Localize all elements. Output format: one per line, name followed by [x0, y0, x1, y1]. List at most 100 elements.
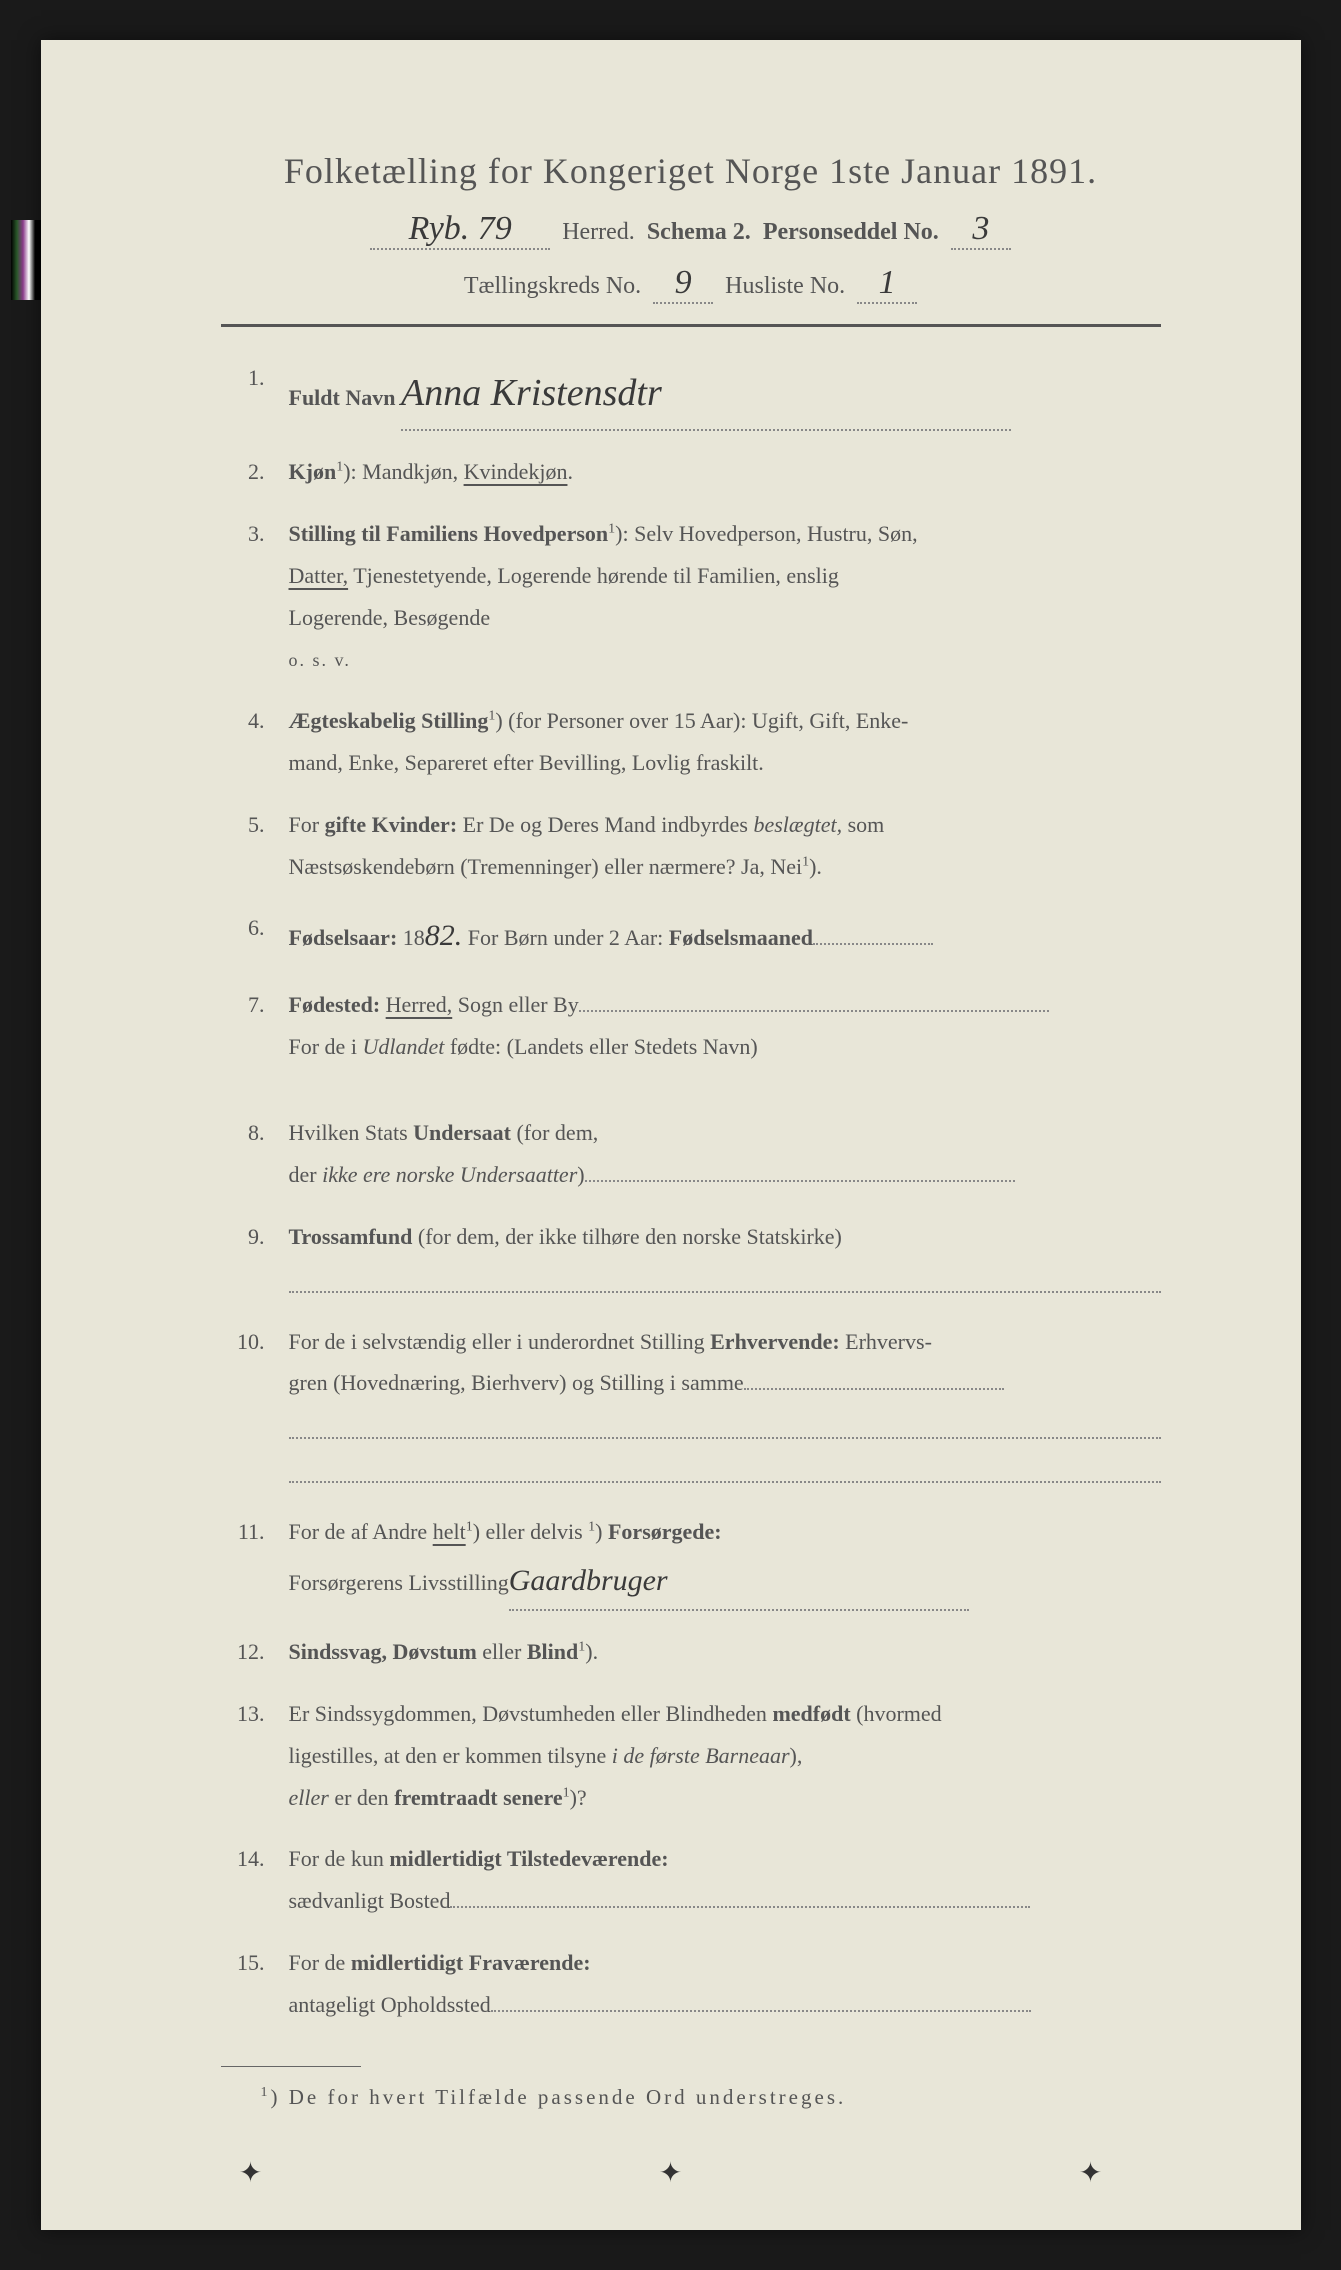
item-num: 9. — [221, 1216, 265, 1301]
item-content: For de midlertidigt Fraværende: antageli… — [289, 1942, 1161, 2026]
dotted — [579, 1010, 1049, 1012]
item-2: 2. Kjøn1): Mandkjøn, Kvindekjøn. — [221, 451, 1161, 493]
name-handwritten: Anna Kristensdtr — [401, 372, 662, 414]
text: Næstsøskendebørn (Tremenninger) eller næ… — [289, 854, 803, 879]
dotted — [585, 1180, 1015, 1182]
item-num: 5. — [221, 804, 265, 888]
item-num: 10. — [221, 1321, 265, 1491]
text: er den — [329, 1785, 394, 1810]
field-label: Stilling til Familiens Hovedperson — [289, 521, 609, 546]
text: Logerende, Besøgende — [289, 605, 491, 630]
item-content: Trossamfund (for dem, der ikke tilhøre d… — [289, 1216, 1161, 1301]
text: For de i selvstændig eller i underordnet… — [289, 1329, 711, 1354]
year-hw: 82. — [425, 919, 463, 952]
item-content: Er Sindssygdommen, Døvstumheden eller Bl… — [289, 1693, 1161, 1818]
header-row-1: Ryb. 79 Herred. Schema 2. Personseddel N… — [221, 210, 1161, 250]
text: Tjenestetyende, Logerende hørende til Fa… — [348, 563, 839, 588]
field-label: gifte Kvinder: — [325, 812, 458, 837]
item-content: Ægteskabelig Stilling1) (for Personer ov… — [289, 700, 1161, 784]
text: ) — [595, 1519, 608, 1544]
text: antageligt Opholdssted — [289, 1992, 491, 2017]
item-15: 15. For de midlertidigt Fraværende: anta… — [221, 1942, 1161, 2026]
item-content: Kjøn1): Mandkjøn, Kvindekjøn. — [289, 451, 1161, 493]
field-label: medfødt — [772, 1701, 850, 1726]
item-content: Fuldt Navn Anna Kristensdtr — [289, 357, 1161, 431]
taellingskreds-label: Tællingskreds No. — [464, 273, 641, 300]
text: ): Mandkjøn, — [343, 459, 463, 484]
italic: eller — [289, 1785, 329, 1810]
text: For Børn under 2 Aar: — [462, 925, 669, 950]
divider-rule — [221, 324, 1161, 327]
text: Sogn eller By — [452, 992, 579, 1017]
item-content: Fødselsaar: 1882. For Børn under 2 Aar: … — [289, 907, 1161, 964]
pin-icon: ✦ — [1079, 2156, 1102, 2190]
text: )? — [570, 1785, 587, 1810]
item-num: 2. — [221, 451, 265, 493]
text: (for dem, — [511, 1120, 598, 1145]
text: For de i — [289, 1034, 363, 1059]
footnote-rule — [221, 2066, 361, 2067]
herred-handwritten: Ryb. 79 — [370, 210, 550, 250]
personseddel-label: Personseddel No. — [763, 219, 939, 246]
field-label: midlertidigt Tilstedeværende: — [389, 1846, 668, 1871]
item-num: 14. — [221, 1838, 265, 1922]
field-label: fremtraadt senere — [394, 1785, 562, 1810]
text: For de — [289, 1950, 351, 1975]
dotted-line — [289, 1257, 1161, 1292]
osv: o. s. v. — [289, 650, 351, 670]
husliste-label: Husliste No. — [725, 273, 845, 300]
text: Erhvervs- — [840, 1329, 932, 1354]
item-content: For gifte Kvinder: Er De og Deres Mand i… — [289, 804, 1161, 888]
item-num: 11. — [221, 1511, 265, 1612]
field-label: Kjøn — [289, 459, 337, 484]
taellingskreds-hw: 9 — [653, 264, 713, 304]
dotted — [491, 2010, 1031, 2012]
italic: Udlandet — [362, 1034, 444, 1059]
pin-icon: ✦ — [239, 2156, 262, 2190]
text: (for dem, der ikke tilhøre den norske St… — [412, 1224, 841, 1249]
field-label: midlertidigt Fraværende: — [351, 1950, 591, 1975]
herred-label: Herred. — [562, 219, 635, 246]
footnote-text: ) De for hvert Tilfælde passende Ord und… — [271, 2085, 847, 2109]
scan-artifact — [11, 220, 41, 300]
italic: ikke ere norske Undersaatter — [322, 1162, 577, 1187]
item-1: 1. Fuldt Navn Anna Kristensdtr — [221, 357, 1161, 431]
text: der — [289, 1162, 323, 1187]
field-label: Fødselsmaaned — [669, 925, 813, 950]
text: gren (Hovednæring, Bierhverv) og Stillin… — [289, 1370, 744, 1395]
text: ). — [809, 854, 822, 879]
kvindekjon-underlined: Kvindekjøn — [464, 459, 568, 484]
text: fødte: (Landets eller Stedets Navn) — [444, 1034, 757, 1059]
item-num: 4. — [221, 700, 265, 784]
text: Forsørgerens Livsstilling — [289, 1570, 509, 1595]
text: For — [289, 812, 325, 837]
husliste-hw: 1 — [857, 264, 917, 304]
item-content: For de af Andre helt1) eller delvis 1) F… — [289, 1511, 1161, 1612]
footnote: 1) De for hvert Tilfælde passende Ord un… — [221, 2085, 1161, 2110]
italic: beslægtet, — [753, 812, 842, 837]
pin-marks: ✦ ✦ ✦ — [41, 2156, 1301, 2190]
livsstilling-hw: Gaardbruger — [509, 1564, 668, 1597]
item-content: For de kun midlertidigt Tilstedeværende:… — [289, 1838, 1161, 1922]
item-13: 13. Er Sindssygdommen, Døvstumheden elle… — [221, 1693, 1161, 1818]
field-label: Blind — [527, 1639, 578, 1664]
text: ). — [585, 1639, 598, 1664]
field-label: Fuldt Navn — [289, 385, 396, 410]
herred-underlined: Herred, — [386, 992, 453, 1017]
item-10: 10. For de i selvstændig eller i underor… — [221, 1321, 1161, 1491]
text: ), — [790, 1743, 803, 1768]
text: eller — [477, 1639, 527, 1664]
sup: 1 — [563, 1785, 570, 1800]
datter-underlined: Datter, — [289, 563, 349, 588]
item-num: 6. — [221, 907, 265, 964]
text: ) eller delvis — [473, 1519, 588, 1544]
item-7: 7. Fødested: Herred, Sogn eller By For d… — [221, 984, 1161, 1068]
text: Hvilken Stats — [289, 1120, 414, 1145]
field-label: Ægteskabelig Stilling — [289, 708, 489, 733]
header-row-2: Tællingskreds No. 9 Husliste No. 1 — [221, 264, 1161, 304]
item-num: 8. — [221, 1112, 265, 1196]
text: ) (for Personer over 15 Aar): Ugift, Gif… — [495, 708, 908, 733]
text: (hvormed — [851, 1701, 942, 1726]
personseddel-hw: 3 — [951, 210, 1011, 250]
item-3: 3. Stilling til Familiens Hovedperson1):… — [221, 513, 1161, 680]
